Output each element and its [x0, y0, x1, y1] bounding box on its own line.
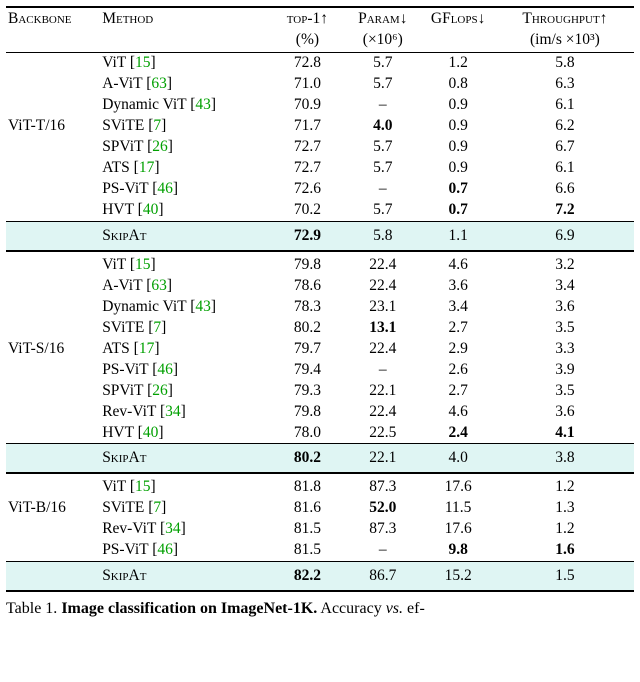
cite-link[interactable]: 46 — [157, 361, 173, 378]
col-param-unit: (×10⁶) — [345, 29, 420, 52]
caption-tail: Accuracy — [317, 600, 385, 617]
table-row: PS-ViT [46]81.5–9.81.6 — [6, 540, 634, 562]
cite-link[interactable]: 7 — [153, 499, 161, 516]
table-row: ViT [15]72.85.71.25.8 — [6, 52, 634, 74]
table-row: SPViT [26]72.75.70.96.7 — [6, 137, 634, 158]
method-cell: ViT [15] — [100, 473, 270, 498]
table-row: A-ViT [63]78.622.43.63.4 — [6, 275, 634, 296]
table-caption: Table 1. Image classification on ImageNe… — [6, 600, 634, 618]
table-row: ViT [15]81.887.317.61.2 — [6, 473, 634, 498]
cite-link[interactable]: 46 — [157, 180, 173, 197]
table-row: ViT-T/16SViTE [7]71.74.00.96.2 — [6, 116, 634, 137]
method-cell: SViTE [7] — [100, 116, 270, 137]
method-cell: Dynamic ViT [43] — [100, 95, 270, 116]
caption-title: Image classification on ImageNet-1K. — [61, 600, 317, 617]
caption-vs: vs. — [386, 600, 403, 617]
table-row: Dynamic ViT [43]70.9–0.96.1 — [6, 95, 634, 116]
table-row: PS-ViT [46]79.4–2.63.9 — [6, 359, 634, 380]
method-cell: Rev-ViT [34] — [100, 519, 270, 540]
table-row: SPViT [26]79.322.12.73.5 — [6, 380, 634, 401]
table-row: HVT [40]78.022.52.44.1 — [6, 422, 634, 444]
caption-prefix: Table 1. — [6, 600, 61, 617]
skipat-row: SkipAt80.222.14.03.8 — [6, 444, 634, 474]
col-throughput: Throughput↑ — [496, 7, 634, 29]
cite-link[interactable]: 15 — [135, 256, 151, 273]
skipat-row: SkipAt72.95.81.16.9 — [6, 221, 634, 251]
method-cell: A-ViT [63] — [100, 74, 270, 95]
method-cell: PS-ViT [46] — [100, 540, 270, 562]
method-cell: ViT [15] — [100, 251, 270, 276]
method-cell: ATS [17] — [100, 338, 270, 359]
col-gflops: GFlops↓ — [420, 7, 495, 29]
cite-link[interactable]: 40 — [143, 424, 159, 441]
cite-link[interactable]: 15 — [135, 54, 151, 71]
cite-link[interactable]: 34 — [165, 520, 181, 537]
table-row: ATS [17]72.75.70.96.1 — [6, 158, 634, 179]
backbone-label: ViT-T/16 — [6, 116, 100, 137]
table-head: Backbone Method top-1↑ Param↓ GFlops↓ Th… — [6, 7, 634, 52]
table-row: ViT [15]79.822.44.63.2 — [6, 251, 634, 276]
table-row: Rev-ViT [34]81.587.317.61.2 — [6, 519, 634, 540]
cite-link[interactable]: 40 — [143, 201, 159, 218]
cite-link[interactable]: 15 — [135, 478, 151, 495]
method-cell: SViTE [7] — [100, 498, 270, 519]
method-cell: SkipAt — [100, 221, 270, 251]
col-top1-unit: (%) — [270, 29, 345, 52]
cite-link[interactable]: 46 — [157, 541, 173, 558]
cite-link[interactable]: 63 — [151, 75, 167, 92]
col-throughput-unit: (im/s ×10³) — [496, 29, 634, 52]
table-row: HVT [40]70.25.70.77.2 — [6, 200, 634, 222]
skipat-row: SkipAt82.286.715.21.5 — [6, 561, 634, 591]
table-row: Dynamic ViT [43]78.323.13.43.6 — [6, 296, 634, 317]
method-cell: SViTE [7] — [100, 317, 270, 338]
method-cell: PS-ViT [46] — [100, 359, 270, 380]
col-method: Method — [100, 7, 270, 29]
cite-link[interactable]: 26 — [152, 382, 168, 399]
table-row: ViT-S/16ATS [17]79.722.42.93.3 — [6, 338, 634, 359]
cite-link[interactable]: 26 — [152, 138, 168, 155]
method-cell: HVT [40] — [100, 422, 270, 444]
cite-link[interactable]: 17 — [139, 159, 155, 176]
col-param: Param↓ — [345, 7, 420, 29]
table-row: A-ViT [63]71.05.70.86.3 — [6, 74, 634, 95]
col-top1: top-1↑ — [270, 7, 345, 29]
method-cell: PS-ViT [46] — [100, 179, 270, 200]
col-backbone: Backbone — [6, 7, 100, 29]
method-cell: A-ViT [63] — [100, 275, 270, 296]
method-cell: Dynamic ViT [43] — [100, 296, 270, 317]
backbone-label: ViT-B/16 — [6, 498, 100, 519]
backbone-label: ViT-S/16 — [6, 338, 100, 359]
results-table: Backbone Method top-1↑ Param↓ GFlops↓ Th… — [6, 6, 634, 592]
table-row: PS-ViT [46]72.6–0.76.6 — [6, 179, 634, 200]
cite-link[interactable]: 63 — [151, 277, 167, 294]
method-cell: SkipAt — [100, 561, 270, 591]
method-cell: ATS [17] — [100, 158, 270, 179]
table-row: ViT-B/16SViTE [7]81.652.011.51.3 — [6, 498, 634, 519]
cite-link[interactable]: 43 — [195, 298, 211, 315]
caption-end: ef- — [403, 600, 425, 617]
table-row: SViTE [7]80.213.12.73.5 — [6, 317, 634, 338]
cite-link[interactable]: 7 — [153, 117, 161, 134]
table-row: Rev-ViT [34]79.822.44.63.6 — [6, 401, 634, 422]
method-cell: SkipAt — [100, 444, 270, 474]
method-cell: HVT [40] — [100, 200, 270, 222]
cite-link[interactable]: 7 — [153, 319, 161, 336]
cite-link[interactable]: 17 — [139, 340, 155, 357]
method-cell: Rev-ViT [34] — [100, 401, 270, 422]
cite-link[interactable]: 34 — [165, 403, 181, 420]
method-cell: SPViT [26] — [100, 137, 270, 158]
method-cell: ViT [15] — [100, 52, 270, 74]
method-cell: SPViT [26] — [100, 380, 270, 401]
table-body: ViT [15]72.85.71.25.8A-ViT [63]71.05.70.… — [6, 52, 634, 591]
cite-link[interactable]: 43 — [195, 96, 211, 113]
